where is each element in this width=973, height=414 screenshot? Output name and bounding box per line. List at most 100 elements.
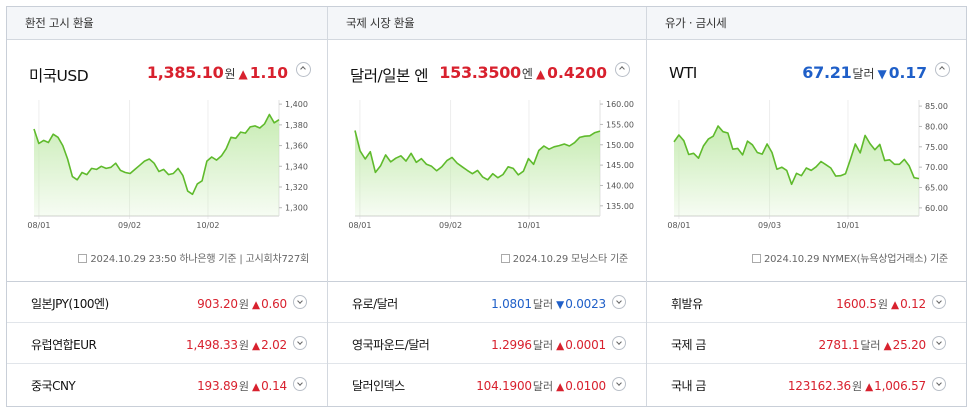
- x-tick-label: 08/01: [348, 221, 371, 230]
- up-arrow-icon: ▲: [252, 340, 261, 352]
- collapse-toggle-button[interactable]: [615, 62, 630, 77]
- item-value: 104.1900: [476, 379, 532, 393]
- column-oil-gold: 유가 · 금시세 WTI 67.21 달러 ▼ 0.17 08/01 09/03 1…: [646, 7, 966, 406]
- main-quote-unit: 엔: [521, 67, 533, 81]
- list-item[interactable]: 유럽연합EUR 1,498.33 원 ▲ 2.02: [7, 323, 327, 364]
- exchange-rate-widget: 환전 고시 환율 미국USD 1,385.10 원 ▲ 1.10 08/01 09…: [6, 6, 967, 407]
- column-exchange-notice: 환전 고시 환율 미국USD 1,385.10 원 ▲ 1.10 08/01 09…: [7, 7, 327, 406]
- item-value: 123162.36: [787, 379, 851, 393]
- y-tick-label: 140.00: [606, 181, 634, 190]
- item-label: 달러인덱스: [352, 379, 405, 393]
- x-tick-label: 08/01: [667, 221, 690, 230]
- main-quote-change: 0.17: [888, 64, 927, 82]
- y-tick-label: 1,340: [285, 162, 308, 171]
- item-change: 0.12: [900, 297, 926, 311]
- x-tick-label: 09/02: [439, 221, 462, 230]
- series-line: [673, 125, 920, 186]
- up-arrow-icon: ▲: [252, 381, 261, 393]
- item-value: 903.20: [197, 297, 238, 311]
- expand-toggle-button[interactable]: [932, 295, 946, 309]
- x-tick-label: 10/02: [196, 221, 219, 230]
- y-tick-label: 65.00: [925, 184, 948, 193]
- main-quote-value: 153.3500: [439, 63, 521, 82]
- up-arrow-icon: ▲: [252, 299, 261, 311]
- x-tick-label: 10/01: [517, 221, 540, 230]
- y-tick-label: 1,320: [285, 183, 308, 192]
- up-arrow-icon: ▲: [556, 381, 565, 393]
- y-tick-label: 1,300: [285, 204, 308, 213]
- y-tick-label: 150.00: [606, 141, 634, 150]
- item-change: 0.14: [261, 379, 287, 393]
- list-item[interactable]: 휘발유 1600.5 원 ▲ 0.12: [647, 282, 966, 323]
- x-tick-label: 08/01: [27, 221, 50, 230]
- expand-toggle-button[interactable]: [612, 377, 626, 391]
- expand-toggle-button[interactable]: [612, 295, 626, 309]
- item-change: 0.60: [261, 297, 287, 311]
- item-value: 2781.1: [818, 338, 860, 352]
- series-line: [33, 113, 280, 196]
- item-change: 0.0001: [565, 338, 606, 352]
- list-item[interactable]: 달러인덱스 104.1900 달러 ▲ 0.0100: [328, 364, 646, 405]
- y-tick-label: 1,360: [285, 142, 308, 151]
- item-unit: 달러: [532, 339, 554, 352]
- document-icon: [751, 254, 761, 263]
- expand-toggle-button[interactable]: [612, 336, 626, 350]
- item-change: 0.0023: [565, 297, 606, 311]
- item-change: 1,006.57: [874, 379, 926, 393]
- collapse-toggle-button[interactable]: [935, 62, 950, 77]
- item-value: 193.89: [197, 379, 238, 393]
- item-label: 중국CNY: [31, 379, 76, 393]
- expand-toggle-button[interactable]: [932, 377, 946, 391]
- collapse-toggle-button[interactable]: [296, 62, 311, 77]
- expand-toggle-button[interactable]: [293, 336, 307, 350]
- document-icon: [78, 254, 88, 263]
- down-arrow-icon: ▼: [877, 67, 887, 81]
- price-chart: 08/01 09/02 10/02 1,400 1,380 1,360 1,340 1,320…: [27, 100, 308, 230]
- main-quote-panel[interactable]: 미국USD 1,385.10 원 ▲ 1.10 08/01 09/02 10/02 1…: [7, 40, 327, 282]
- expand-toggle-button[interactable]: [293, 295, 307, 309]
- column-header: 유가 · 금시세: [647, 7, 966, 40]
- main-quote-panel[interactable]: WTI 67.21 달러 ▼ 0.17 08/01 09/03 10/01 85.00…: [647, 40, 966, 282]
- up-arrow-icon: ▲: [238, 67, 248, 81]
- item-value: 1600.5: [836, 297, 877, 311]
- list-item[interactable]: 국제 금 2781.1 달러 ▲ 25.20: [647, 323, 966, 364]
- y-tick-label: 155.00: [606, 120, 634, 129]
- y-tick-label: 160.00: [606, 100, 634, 109]
- series-area: [674, 126, 919, 216]
- list-item[interactable]: 국내 금 123162.36 원 ▲ 1,006.57: [647, 364, 966, 405]
- item-label: 국내 금: [671, 379, 706, 393]
- list-item[interactable]: 영국파운드/달러 1.2996 달러 ▲ 0.0001: [328, 323, 646, 364]
- up-arrow-icon: ▲: [865, 381, 874, 393]
- main-quote-panel[interactable]: 달러/일본 엔 153.3500 엔 ▲ 0.4200 08/01 09/02 10…: [328, 40, 646, 282]
- document-icon: [500, 254, 510, 263]
- item-label: 국제 금: [671, 338, 706, 352]
- item-label: 일본JPY(100엔): [31, 297, 109, 311]
- source-text: 2024.10.29 23:50 하나은행 기준 | 고시회차727회: [90, 254, 309, 265]
- item-unit: 원: [851, 380, 863, 393]
- column-header: 환전 고시 환율: [7, 7, 327, 40]
- series-area: [355, 130, 600, 216]
- list-item[interactable]: 일본JPY(100엔) 903.20 원 ▲ 0.60: [7, 282, 327, 323]
- expand-toggle-button[interactable]: [293, 377, 307, 391]
- main-quote-unit: 달러: [852, 67, 875, 81]
- main-quote-change: 0.4200: [547, 64, 607, 82]
- list-item[interactable]: 중국CNY 193.89 원 ▲ 0.14: [7, 364, 327, 405]
- series-line: [354, 130, 601, 181]
- item-unit: 원: [238, 339, 249, 352]
- main-quote-name: WTI: [669, 64, 697, 82]
- expand-toggle-button[interactable]: [932, 336, 946, 350]
- main-quote-name: 미국USD: [29, 67, 89, 85]
- source-info: 2024.10.29 23:50 하나은행 기준 | 고시회차727회: [78, 250, 309, 265]
- item-unit: 원: [238, 298, 249, 311]
- item-unit: 달러: [860, 339, 881, 352]
- main-quote-name: 달러/일본 엔: [350, 67, 428, 85]
- y-tick-label: 60.00: [925, 204, 948, 213]
- item-unit: 원: [238, 380, 249, 393]
- y-tick-label: 70.00: [925, 163, 948, 172]
- y-tick-label: 75.00: [925, 143, 948, 152]
- item-label: 영국파운드/달러: [352, 338, 430, 352]
- price-chart: 08/01 09/02 10/01 160.00 155.00 150.00 145.00 1…: [348, 100, 634, 230]
- main-quote-value: 1,385.10: [146, 63, 224, 82]
- list-item[interactable]: 유로/달러 1.0801 달러 ▼ 0.0023: [328, 282, 646, 323]
- main-quote-value: 67.21: [802, 63, 852, 82]
